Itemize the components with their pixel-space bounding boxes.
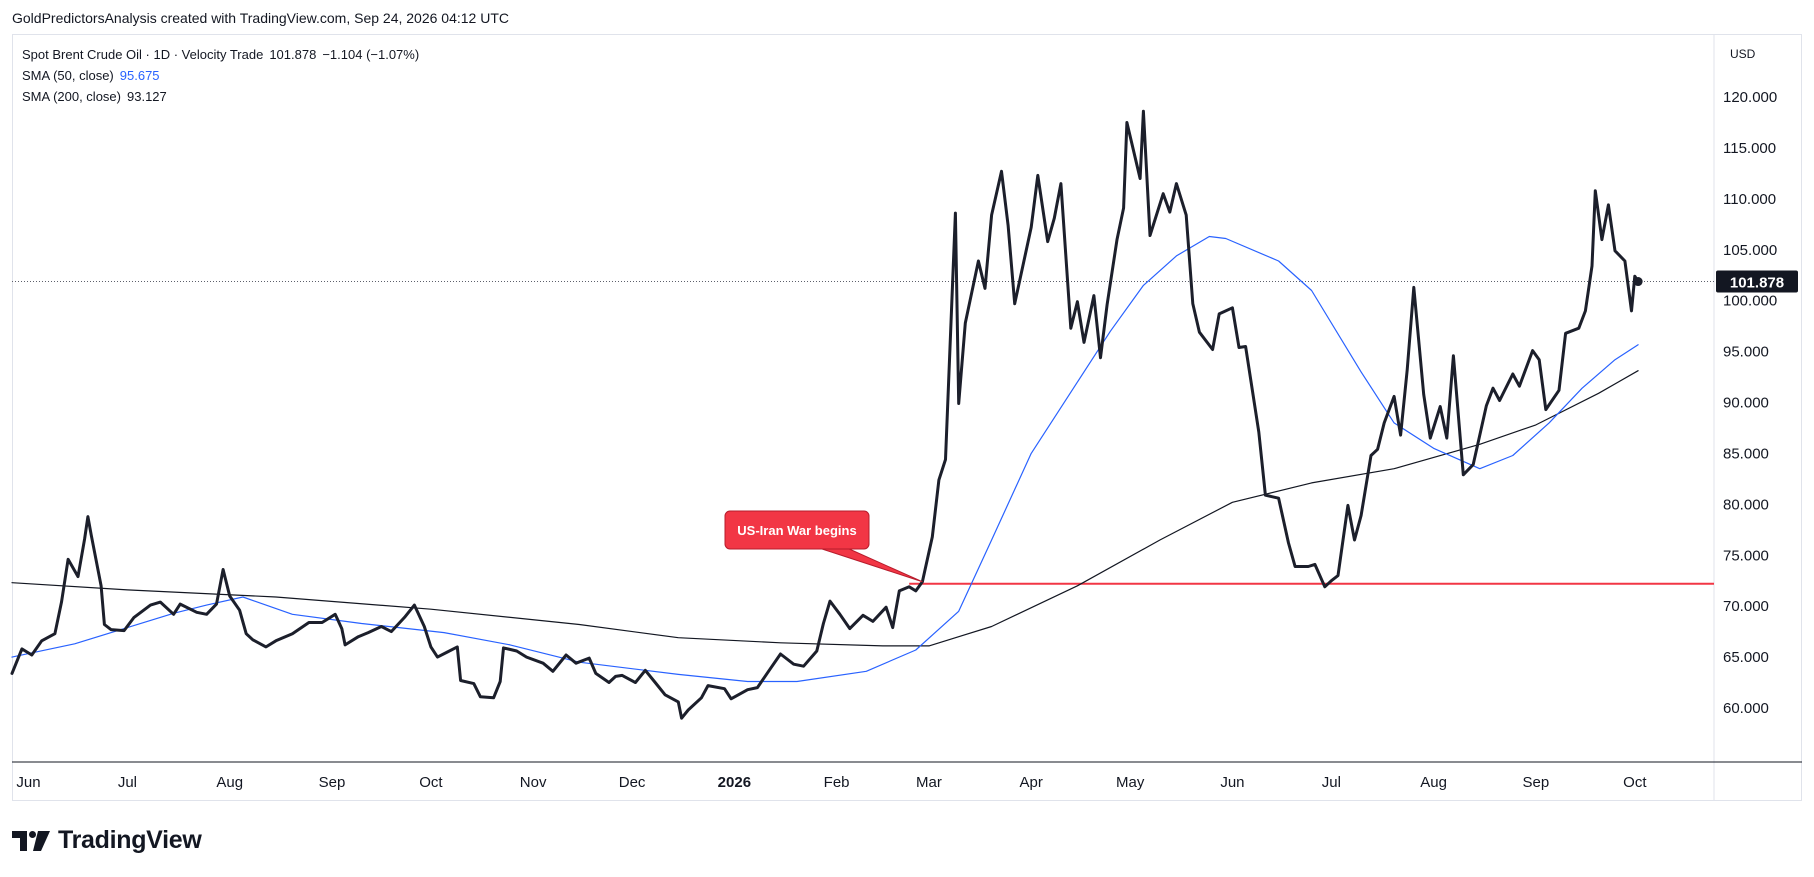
x-tick-label: Oct [419,774,443,791]
x-tick-label: Dec [619,774,646,791]
last-point-marker [1633,277,1643,287]
legend-symbol-label: Spot Brent Crude Oil · 1D · Velocity Tra… [22,47,264,62]
legend-sma50-label: SMA (50, close) [22,68,114,83]
legend-sma200[interactable]: SMA (200, close) 93.127 [22,86,419,107]
y-tick-label: 80.000 [1723,496,1769,513]
x-tick-label: Apr [1020,774,1043,791]
x-tick-label: Sep [319,774,346,791]
sma50-line [11,235,1639,683]
chart-legend: Spot Brent Crude Oil · 1D · Velocity Tra… [22,44,419,107]
x-tick-label: May [1116,774,1145,791]
x-tick-label: Jun [1220,774,1244,791]
legend-sma50[interactable]: SMA (50, close) 95.675 [22,65,419,86]
last-price-badge-label: 101.878 [1730,275,1784,292]
x-tick-label: Aug [216,774,243,791]
y-tick-label: 95.000 [1723,344,1769,361]
brand-logo[interactable]: TradingView [12,826,202,855]
x-tick-label: Jul [1322,774,1341,791]
tradingview-logo-icon [12,830,50,851]
currency-button[interactable]: USD [1730,47,1756,61]
last-price-badge [1716,270,1798,293]
x-tick-label: Jun [16,774,40,791]
callout-label: US-Iran War begins [737,523,856,538]
x-tick-label: Jul [118,774,137,791]
sma200-line [11,370,1639,647]
x-tick-label: 2026 [718,774,751,791]
legend-sma200-label: SMA (200, close) [22,89,121,104]
x-tick-label: Sep [1523,774,1550,791]
legend-change: −1.104 (−1.07%) [322,47,420,62]
y-tick-label: 85.000 [1723,445,1769,462]
chart-attribution: GoldPredictorsAnalysis created with Trad… [12,10,509,26]
x-tick-label: Oct [1623,774,1647,791]
y-tick-label: 120.000 [1723,89,1777,106]
legend-main-series[interactable]: Spot Brent Crude Oil · 1D · Velocity Tra… [22,44,419,65]
legend-last-value: 101.878 [269,47,317,62]
y-tick-label: 65.000 [1723,649,1769,666]
y-tick-label: 70.000 [1723,598,1769,615]
y-tick-label: 60.000 [1723,700,1769,717]
x-tick-label: Mar [916,774,942,791]
x-tick-label: Nov [520,774,547,791]
legend-sma50-value: 95.675 [119,68,160,83]
y-tick-label: 75.000 [1723,547,1769,564]
y-tick-label: 90.000 [1723,395,1769,412]
y-tick-label: 105.000 [1723,242,1777,259]
x-tick-label: Feb [824,774,850,791]
brand-name: TradingView [58,826,202,854]
chart-frame [12,34,1802,801]
callout-box [724,510,870,550]
y-tick-label: 110.000 [1723,191,1776,208]
y-tick-label: 100.000 [1723,293,1777,310]
callout-pointer [818,547,923,583]
price-line [10,109,1640,720]
y-tick-label: 115.000 [1723,140,1776,157]
x-tick-label: Aug [1420,774,1447,791]
legend-sma200-value: 93.127 [127,89,167,104]
